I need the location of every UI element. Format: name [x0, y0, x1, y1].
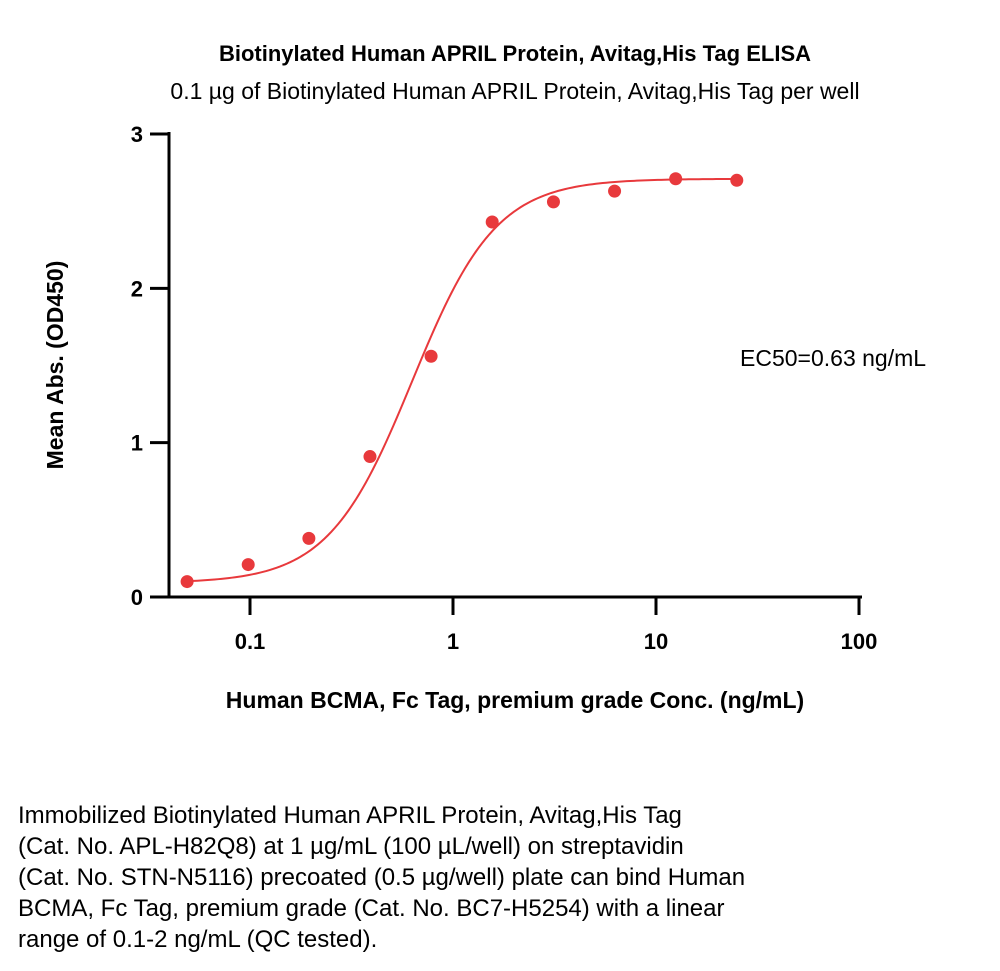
caption-line: range of 0.1-2 ng/mL (QC tested). [18, 926, 378, 953]
x-tick-label: 100 [841, 629, 878, 654]
y-tick-label: 0 [131, 585, 143, 610]
data-point [546, 195, 560, 209]
x-tick-label: 0.1 [235, 629, 266, 654]
fit-layer [187, 177, 737, 583]
data-point [363, 450, 377, 464]
ec50-annotation: EC50=0.63 ng/mL [740, 345, 926, 371]
chart-subtitle: 0.1 µg of Biotinylated Human APRIL Prote… [170, 78, 859, 104]
x-axis-label: Human BCMA, Fc Tag, premium grade Conc. … [226, 687, 804, 713]
y-tick-label: 2 [131, 276, 143, 301]
x-ticks: 0.1 1 10 100 [235, 597, 878, 654]
caption-line: Immobilized Biotinylated Human APRIL Pro… [18, 802, 682, 829]
chart-title: Biotinylated Human APRIL Protein, Avitag… [219, 41, 811, 66]
points-layer [180, 172, 744, 589]
y-ticks: 0 1 2 3 [131, 122, 169, 610]
data-point [485, 215, 499, 229]
caption-line: (Cat. No. APL-H82Q8) at 1 µg/mL (100 µL/… [18, 833, 684, 860]
y-axis-label: Mean Abs. (OD450) [42, 261, 68, 470]
fit-curve [187, 177, 737, 583]
data-point [669, 172, 683, 186]
data-point [241, 558, 255, 572]
data-point [730, 173, 744, 187]
axes [150, 132, 862, 599]
elisa-chart: Biotinylated Human APRIL Protein, Avitag… [42, 41, 926, 713]
data-point [180, 575, 194, 589]
caption-line: (Cat. No. STN-N5116) precoated (0.5 µg/w… [18, 864, 746, 891]
y-tick-label: 1 [131, 431, 143, 456]
y-tick-label: 3 [131, 122, 143, 147]
data-point [302, 531, 316, 545]
data-point [424, 349, 438, 363]
caption: Immobilized Biotinylated Human APRIL Pro… [18, 800, 978, 955]
data-point [608, 184, 622, 198]
caption-line: BCMA, Fc Tag, premium grade (Cat. No. BC… [18, 895, 725, 922]
x-tick-label: 1 [447, 629, 459, 654]
x-tick-label: 10 [644, 629, 668, 654]
